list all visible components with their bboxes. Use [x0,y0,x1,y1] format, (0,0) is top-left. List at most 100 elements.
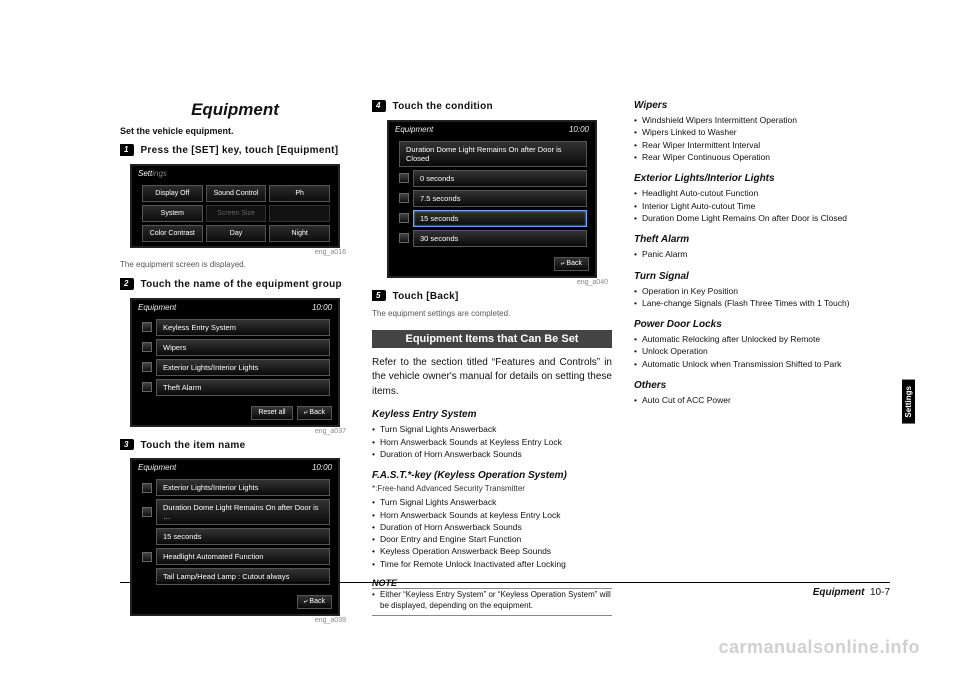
step-badge: 1 [120,144,134,156]
step-badge: 5 [372,290,386,302]
list-item: 15 seconds [413,210,587,227]
settings-cell: Day [206,225,267,242]
bullet-item: Automatic Unlock when Transmission Shift… [634,358,894,370]
step-text: Touch the item name [140,439,245,453]
bullet-list: Operation in Key Position Lane-change Si… [634,285,894,310]
step-2: 2 Touch the name of the equipment group [120,278,350,292]
screenshot-equipment-groups: Equipment 10:00 Keyless Entry System Wip… [130,298,340,427]
bullet-item: Automatic Relocking after Unlocked by Re… [634,333,894,345]
bullet-list: Windshield Wipers Intermittent Operation… [634,114,894,163]
bullet-list: Auto Cut of ACC Power [634,394,894,406]
bullet-list: Turn Signal Lights Answerback Horn Answe… [372,496,612,570]
screenshot-settings: Settings Display Off Sound Control Ph Sy… [130,164,340,248]
bullet-item: Turn Signal Lights Answerback [372,423,612,435]
bullet-item: Headlight Auto-cutout Function [634,187,894,199]
step-1: 1 Press the [SET] key, touch [Equipment] [120,144,350,158]
list-item: Wipers [156,339,330,356]
bullet-item: Wipers Linked to Washer [634,126,894,138]
screen-title: Equipment [138,463,176,472]
list-item: Exterior Lights/Interior Lights [156,479,330,496]
bullet-list: Panic Alarm [634,248,894,260]
group-title: Keyless Entry System [372,409,612,420]
step-text: Touch the name of the equipment group [140,278,341,292]
column-1: Equipment Set the vehicle equipment. 1 P… [120,100,350,628]
lead-text: Set the vehicle equipment. [120,126,350,136]
back-button: ⤶ Back [554,257,589,271]
caption-text: The equipment settings are completed. [372,309,612,320]
bullet-item: Windshield Wipers Intermittent Operation [634,114,894,126]
bullet-item: Time for Remote Unlock Inactivated after… [372,558,612,570]
step-text: Touch [Back] [392,290,458,304]
bullet-item: Duration of Horn Answerback Sounds [372,448,612,460]
settings-cell: Display Off [142,185,203,202]
list-item: Duration Dome Light Remains On after Doo… [399,141,587,167]
list-item: Duration Dome Light Remains On after Doo… [156,499,330,525]
group-title: F.A.S.T.*-key (Keyless Operation System) [372,470,612,481]
bullet-item: Door Entry and Engine Start Function [372,533,612,545]
group-subnote: *:Free-hand Advanced Security Transmitte… [372,484,612,493]
side-tab: Settings [902,380,915,424]
image-caption: eng_a039 [120,617,346,624]
list-item: Theft Alarm [156,379,330,396]
watermark: carmanualsonline.info [718,637,920,658]
reset-button: Reset all [251,406,292,420]
section-heading: Equipment Items that Can Be Set [372,330,612,348]
bullet-item: Horn Answerback Sounds at Keyless Entry … [372,436,612,448]
page-footer: Equipment 10-7 [120,582,890,598]
settings-cell: Color Contrast [142,225,203,242]
screen-time: 10:00 [569,125,589,134]
page-title: Equipment [120,100,350,120]
section-paragraph: Refer to the section titled “Features an… [372,356,612,400]
footer-label: Equipment [813,587,865,598]
settings-cell: Ph [269,185,330,202]
screen-time: 10:00 [312,303,332,312]
step-badge: 3 [120,439,134,451]
list-item: 0 seconds [413,170,587,187]
list-item: Headlight Automated Function [156,548,330,565]
bullet-list: Turn Signal Lights Answerback Horn Answe… [372,423,612,460]
group-title: Exterior Lights/Interior Lights [634,173,894,184]
step-text: Press the [SET] key, touch [Equipment] [140,144,338,158]
bullet-item: Horn Answerback Sounds at keyless Entry … [372,509,612,521]
group-title: Power Door Locks [634,319,894,330]
group-title: Others [634,380,894,391]
bullet-item: Keyless Operation Answerback Beep Sounds [372,545,612,557]
bullet-item: Lane-change Signals (Flash Three Times w… [634,297,894,309]
step-badge: 4 [372,100,386,112]
list-item: 7.5 seconds [413,190,587,207]
screen-title-a: Sett [138,169,152,178]
bullet-item: Interior Light Auto-cutout Time [634,200,894,212]
settings-cell: Sound Control [206,185,267,202]
page-content: Equipment Set the vehicle equipment. 1 P… [0,0,960,668]
group-title: Wipers [634,100,894,111]
footer-page: 10-7 [870,587,890,598]
list-item: Keyless Entry System [156,319,330,336]
back-button: ⤶ Back [297,406,332,420]
step-badge: 2 [120,278,134,290]
settings-cell: Screen Size [206,205,267,222]
image-caption: eng_a040 [372,279,608,286]
bullet-item: Panic Alarm [634,248,894,260]
bullet-list: Automatic Relocking after Unlocked by Re… [634,333,894,370]
settings-cell: Night [269,225,330,242]
bullet-item: Rear Wiper Continuous Operation [634,151,894,163]
bullet-item: Duration of Horn Answerback Sounds [372,521,612,533]
list-item: 15 seconds [156,528,330,545]
bullet-item: Rear Wiper Intermittent Interval [634,139,894,151]
group-title: Turn Signal [634,271,894,282]
settings-cell [269,205,330,222]
step-3: 3 Touch the item name [120,439,350,453]
bullet-item: Auto Cut of ACC Power [634,394,894,406]
screen-time: 10:00 [312,463,332,472]
image-caption: eng_a016 [120,249,346,256]
group-title: Theft Alarm [634,234,894,245]
screen-title-b: ings [152,169,167,178]
screen-title: Equipment [138,303,176,312]
list-item: Exterior Lights/Interior Lights [156,359,330,376]
screenshot-condition: Equipment 10:00 Duration Dome Light Rema… [387,120,597,278]
column-2: 4 Touch the condition Equipment 10:00 Du… [372,100,612,628]
bullet-item: Duration Dome Light Remains On after Doo… [634,212,894,224]
settings-cell: System [142,205,203,222]
image-caption: eng_a037 [120,428,346,435]
bullet-list: Headlight Auto-cutout Function Interior … [634,187,894,224]
